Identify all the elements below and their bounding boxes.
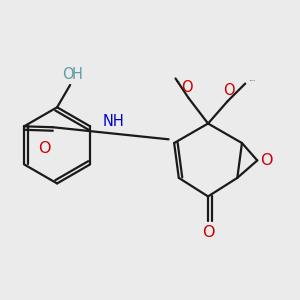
Text: H: H (71, 67, 82, 82)
Text: O: O (62, 67, 74, 82)
Text: NH: NH (103, 114, 124, 129)
Text: O: O (38, 141, 50, 156)
Text: O: O (202, 225, 214, 240)
Text: methyl2: methyl2 (250, 80, 256, 81)
Text: O: O (260, 153, 273, 168)
Text: O: O (224, 83, 235, 98)
Text: methyl: methyl (176, 81, 181, 82)
Text: O: O (181, 80, 193, 95)
